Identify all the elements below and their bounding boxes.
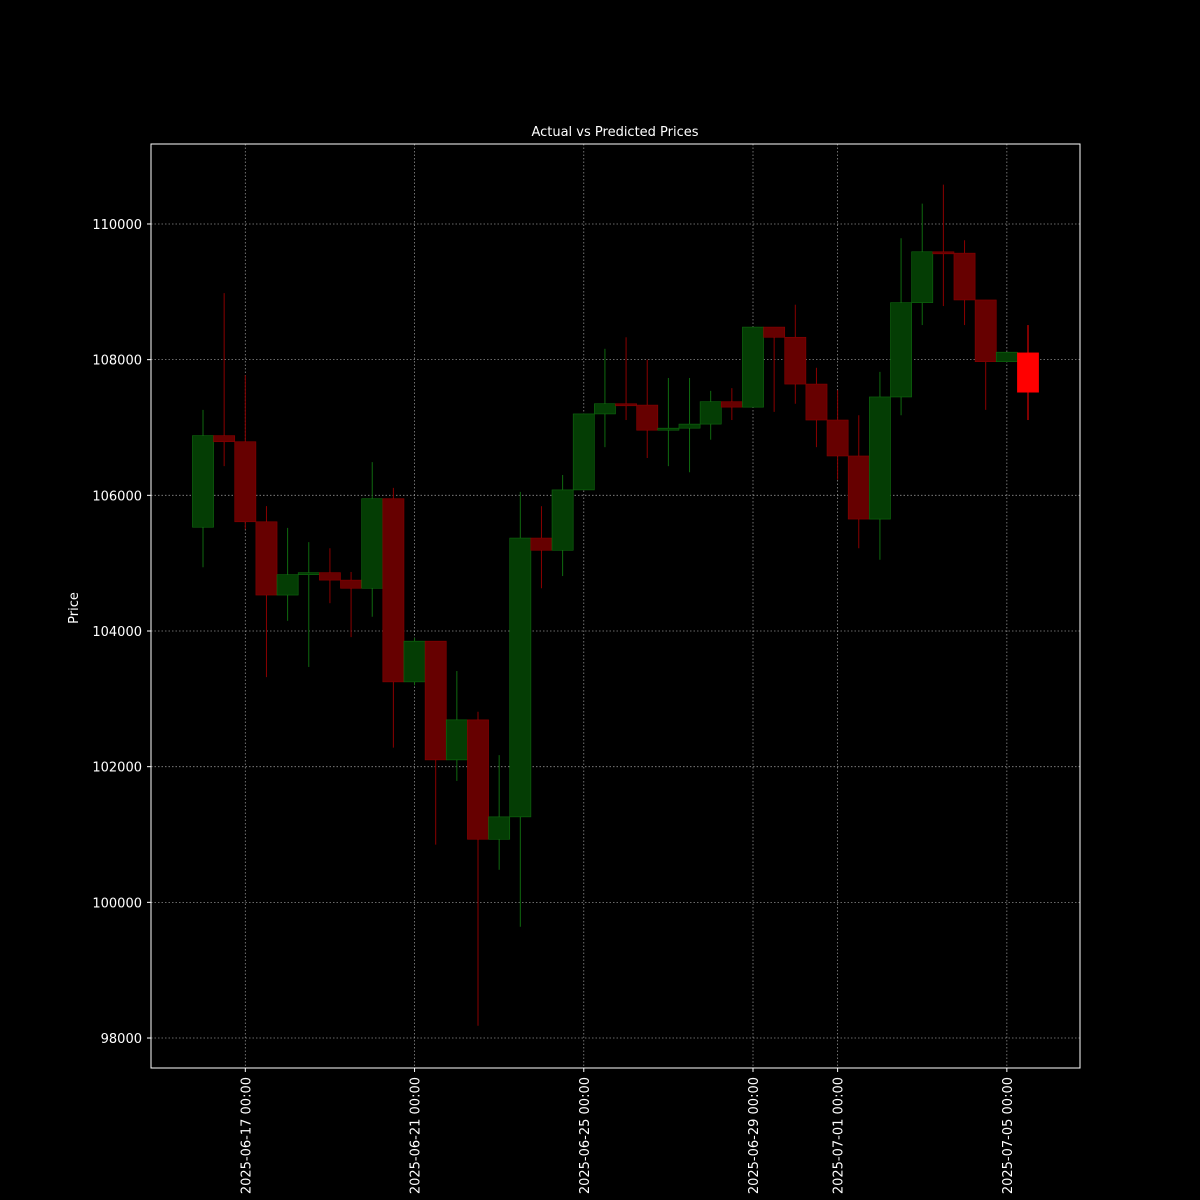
x-tick-label: 2025-06-17 00:00 bbox=[239, 1077, 254, 1194]
candle-body bbox=[192, 435, 214, 528]
candle-body bbox=[445, 719, 468, 761]
candle-body bbox=[636, 404, 659, 431]
candle-body bbox=[615, 403, 637, 407]
candle-body bbox=[657, 427, 680, 431]
candle-body bbox=[678, 423, 701, 429]
plot-frame bbox=[150, 143, 1081, 1069]
candle-body bbox=[932, 251, 955, 255]
candle-body bbox=[742, 326, 764, 408]
candle-body bbox=[572, 413, 595, 491]
candle-body bbox=[911, 251, 934, 303]
x-tick-label: 2025-06-21 00:00 bbox=[409, 1077, 424, 1194]
x-tick-label: 2025-07-05 00:00 bbox=[1001, 1077, 1016, 1194]
candle-body bbox=[551, 489, 574, 551]
candle-body bbox=[319, 572, 341, 581]
candle-body bbox=[826, 419, 849, 457]
candle-body bbox=[530, 537, 553, 551]
candle-body bbox=[847, 455, 870, 520]
y-tick-label: 102000 bbox=[92, 761, 142, 776]
candle-body bbox=[805, 383, 828, 421]
candle-body bbox=[255, 521, 278, 596]
chart-title: Actual vs Predicted Prices bbox=[531, 125, 698, 140]
y-tick-label: 108000 bbox=[92, 354, 142, 369]
candle-body bbox=[424, 640, 447, 761]
candle-body bbox=[509, 537, 532, 818]
candle-body bbox=[890, 302, 912, 398]
y-tick-label: 100000 bbox=[92, 896, 142, 911]
candle-body bbox=[1017, 352, 1039, 393]
candle-body bbox=[995, 351, 1018, 362]
y-tick-label: 110000 bbox=[92, 218, 142, 233]
candle-body bbox=[361, 498, 384, 589]
candle-body bbox=[297, 572, 320, 575]
y-tick-label: 106000 bbox=[92, 489, 142, 504]
candle-body bbox=[953, 252, 976, 301]
candle-body bbox=[213, 435, 236, 443]
candle-body bbox=[974, 299, 997, 362]
candle-body bbox=[699, 401, 722, 425]
candle-body bbox=[276, 574, 299, 596]
y-tick-label: 98000 bbox=[101, 1032, 142, 1047]
candle-body bbox=[784, 336, 807, 385]
y-tick-label: 104000 bbox=[92, 625, 142, 640]
candle-body bbox=[488, 816, 511, 840]
x-tick-label: 2025-06-29 00:00 bbox=[747, 1077, 762, 1194]
x-tick-label: 2025-07-01 00:00 bbox=[832, 1077, 847, 1194]
candle-body bbox=[869, 396, 891, 520]
y-axis-label: Price bbox=[67, 592, 82, 624]
candle-body bbox=[382, 498, 405, 683]
candle-body bbox=[234, 441, 257, 523]
candle-body bbox=[403, 640, 426, 683]
candle-body bbox=[763, 326, 786, 338]
x-tick-label: 2025-06-25 00:00 bbox=[578, 1077, 593, 1194]
candle-body bbox=[467, 719, 489, 840]
candle-body bbox=[720, 401, 743, 408]
candle-body bbox=[340, 579, 362, 589]
candle-body bbox=[594, 403, 616, 415]
